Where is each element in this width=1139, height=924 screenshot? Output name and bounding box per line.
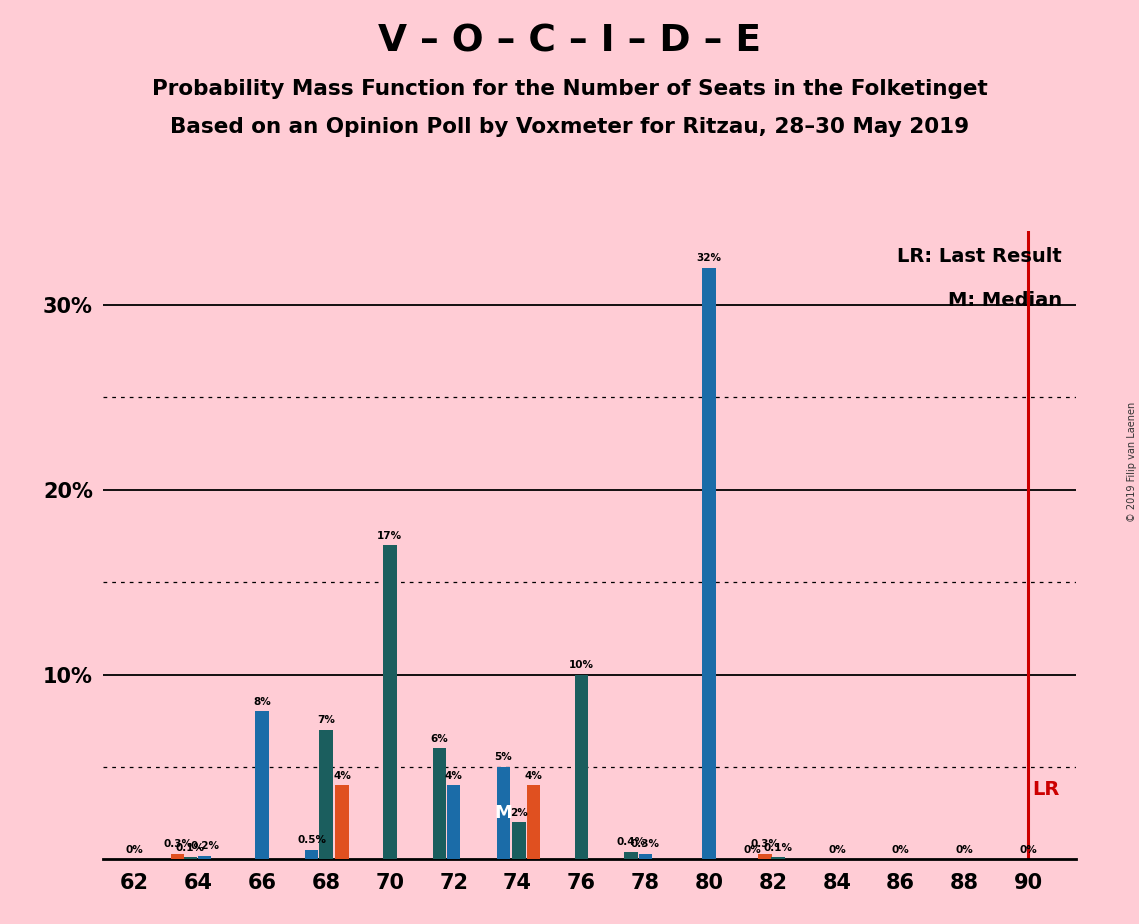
Bar xyxy=(183,857,197,859)
Bar xyxy=(575,675,588,859)
Bar xyxy=(759,854,772,859)
Text: 0.3%: 0.3% xyxy=(751,839,779,849)
Text: Based on an Opinion Poll by Voxmeter for Ritzau, 28–30 May 2019: Based on an Opinion Poll by Voxmeter for… xyxy=(170,117,969,138)
Text: 0.5%: 0.5% xyxy=(297,835,326,845)
Text: 4%: 4% xyxy=(525,771,542,781)
Text: 17%: 17% xyxy=(377,530,402,541)
Bar xyxy=(527,785,540,859)
Text: 0.4%: 0.4% xyxy=(616,837,646,847)
Text: M: M xyxy=(494,804,513,822)
Text: 5%: 5% xyxy=(494,752,513,762)
Bar xyxy=(198,856,212,859)
Text: 10%: 10% xyxy=(570,660,593,670)
Text: 0%: 0% xyxy=(125,845,144,855)
Bar xyxy=(319,730,333,859)
Bar xyxy=(335,785,349,859)
Text: 0.3%: 0.3% xyxy=(163,839,192,849)
Text: 8%: 8% xyxy=(253,697,271,707)
Bar xyxy=(383,545,396,859)
Bar xyxy=(639,854,652,859)
Text: 0.2%: 0.2% xyxy=(190,841,219,851)
Text: 32%: 32% xyxy=(697,253,722,263)
Text: 0%: 0% xyxy=(828,845,846,855)
Text: 0%: 0% xyxy=(892,845,910,855)
Bar xyxy=(446,785,460,859)
Text: 0.1%: 0.1% xyxy=(175,843,205,853)
Text: 0%: 0% xyxy=(1019,845,1038,855)
Bar xyxy=(171,854,185,859)
Text: M: Median: M: Median xyxy=(948,291,1062,310)
Text: © 2019 Filip van Laenen: © 2019 Filip van Laenen xyxy=(1126,402,1137,522)
Text: 7%: 7% xyxy=(317,715,335,725)
Bar xyxy=(255,711,269,859)
Text: LR: LR xyxy=(1032,780,1059,798)
Text: 4%: 4% xyxy=(445,771,462,781)
Text: 4%: 4% xyxy=(333,771,351,781)
Bar xyxy=(497,767,510,859)
Text: 2%: 2% xyxy=(510,808,528,818)
Bar xyxy=(703,268,716,859)
Text: 6%: 6% xyxy=(431,734,449,744)
Text: 0%: 0% xyxy=(956,845,974,855)
Text: 0.1%: 0.1% xyxy=(763,843,793,853)
Text: V – O – C – I – D – E: V – O – C – I – D – E xyxy=(378,23,761,59)
Bar xyxy=(513,822,526,859)
Text: 0.3%: 0.3% xyxy=(631,839,659,849)
Text: Probability Mass Function for the Number of Seats in the Folketinget: Probability Mass Function for the Number… xyxy=(151,79,988,99)
Bar xyxy=(433,748,446,859)
Bar xyxy=(771,857,785,859)
Bar xyxy=(624,852,638,859)
Text: LR: Last Result: LR: Last Result xyxy=(898,247,1062,266)
Bar xyxy=(305,850,319,859)
Text: 0%: 0% xyxy=(744,845,761,855)
